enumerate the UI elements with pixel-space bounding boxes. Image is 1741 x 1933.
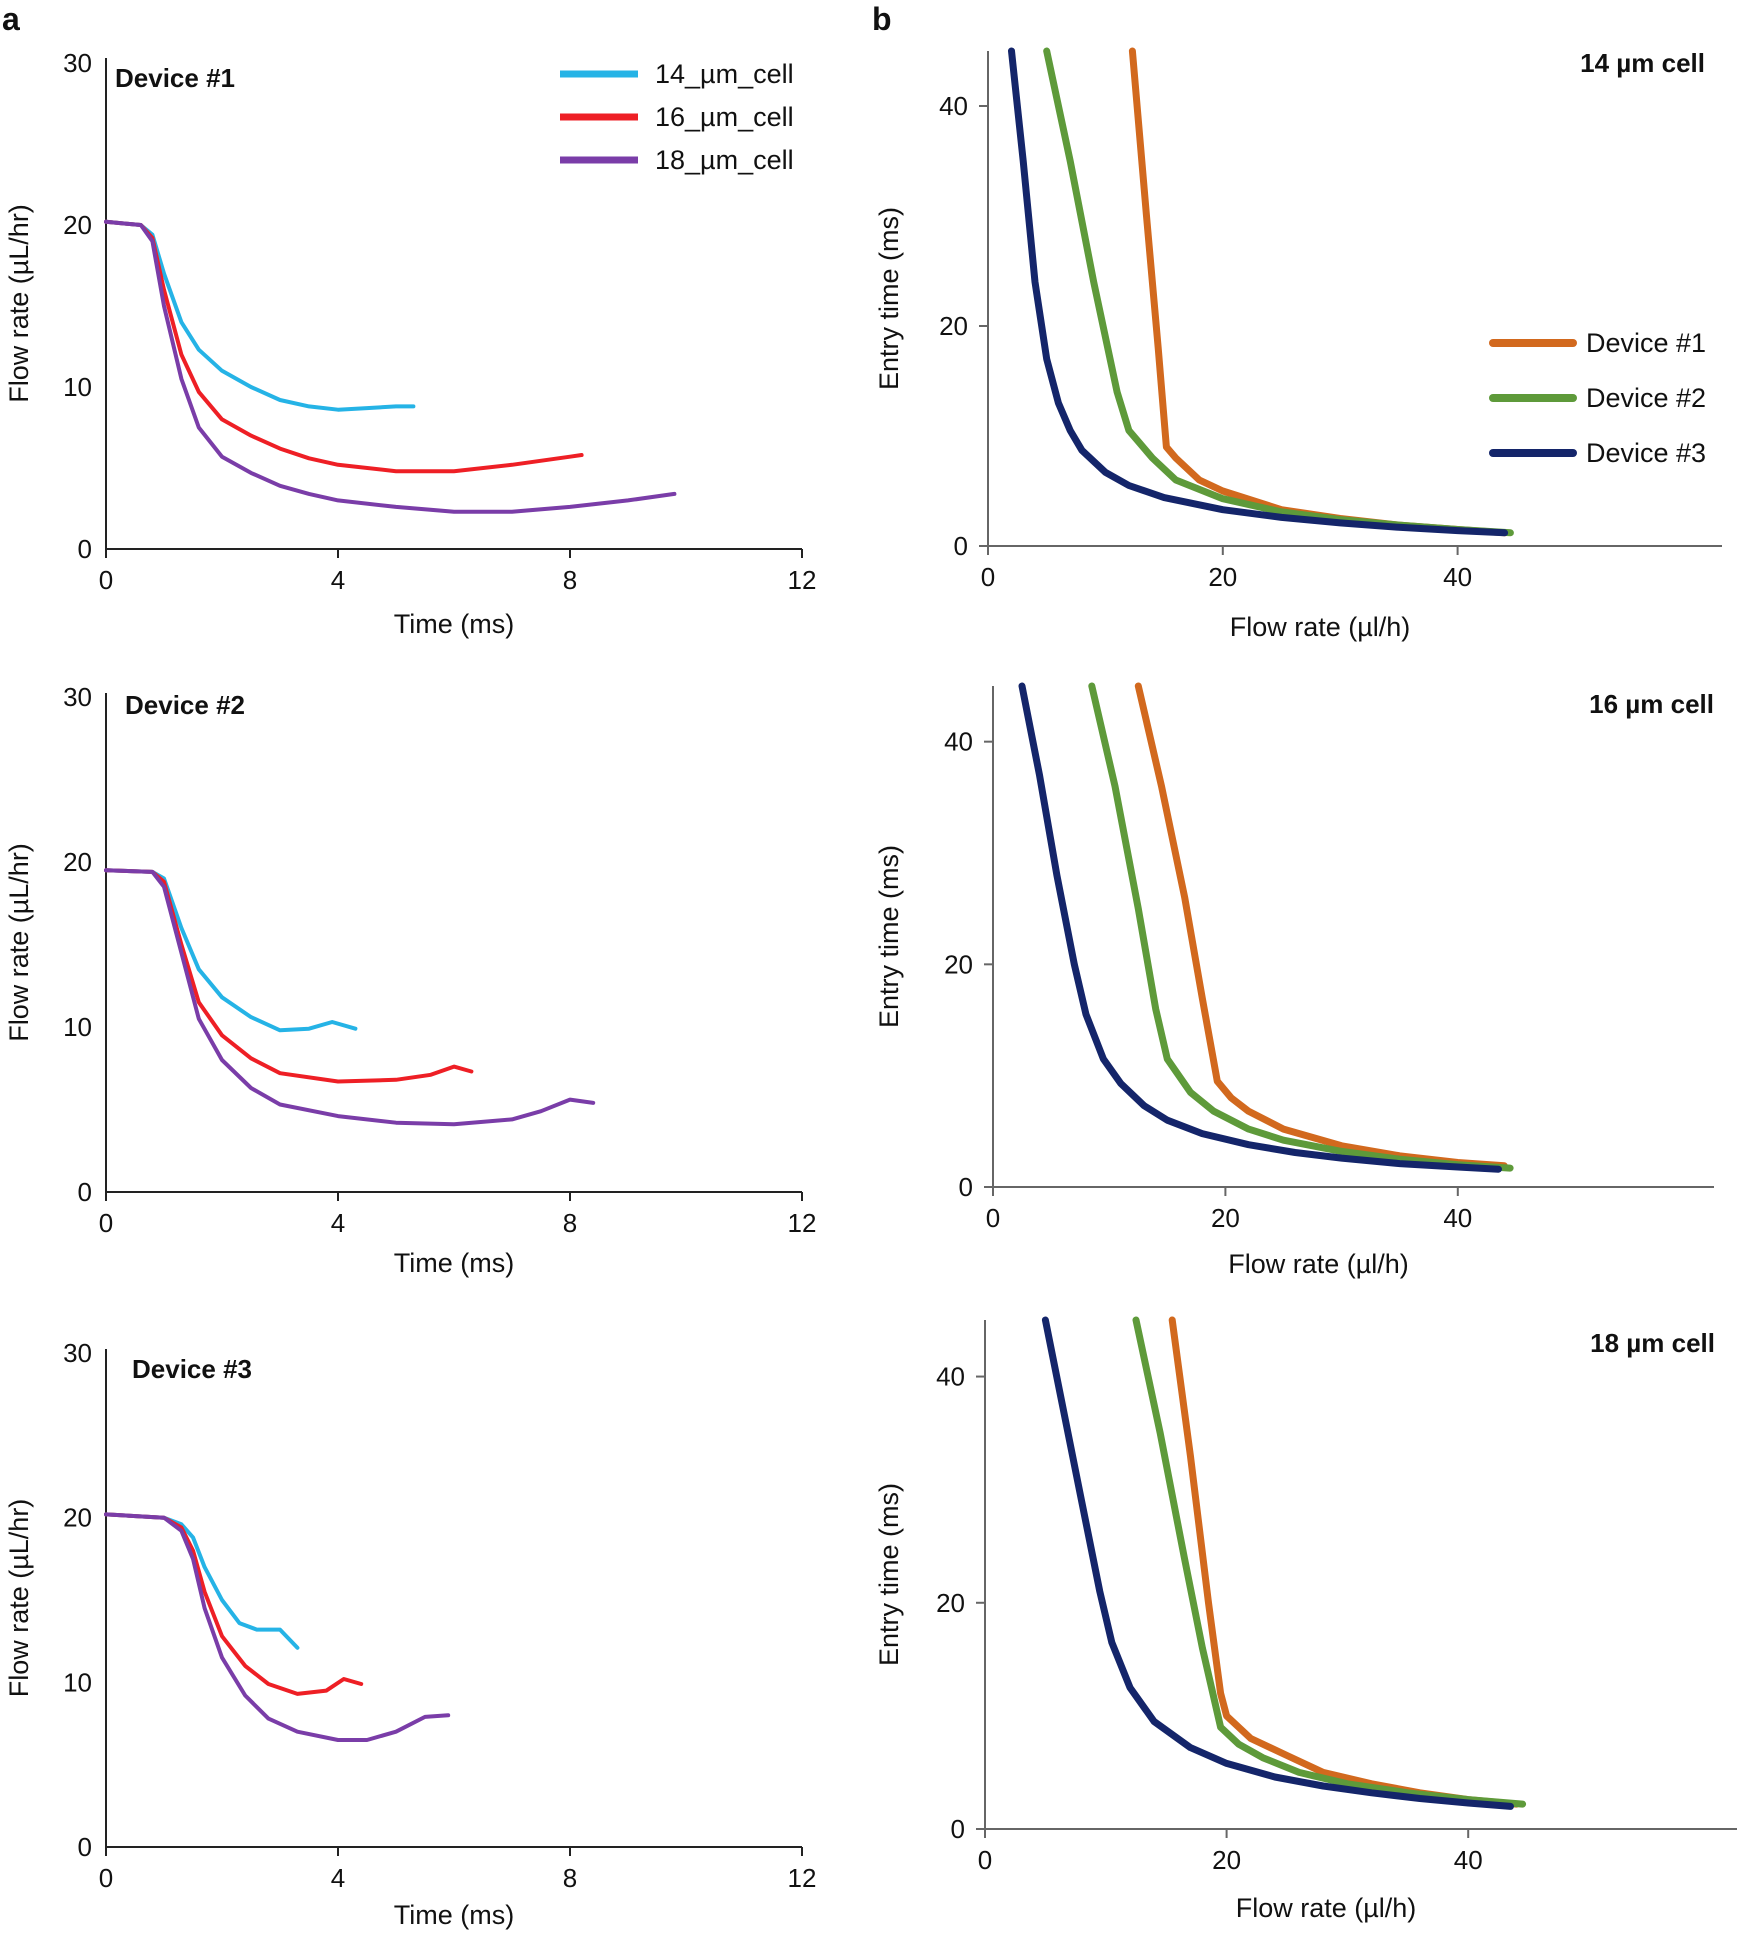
- chart-3-y-tick-label: 20: [63, 1503, 92, 1533]
- chart-4-legend-label: Device #3: [1586, 438, 1706, 468]
- chart-4-x-tick-label: 0: [981, 562, 995, 592]
- chart-4-series-2-line: [1043, 47, 1514, 537]
- chart-2-x-axis-label: Time (ms): [394, 1248, 514, 1278]
- chart-1-legend-label: 18_µm_cell: [655, 145, 794, 175]
- chart-3-y-axis-label: Flow rate (µL/hr): [4, 1499, 34, 1698]
- chart-5-title: 16 µm cell: [1589, 689, 1714, 719]
- chart-4-y-tick-label: 40: [939, 91, 968, 121]
- chart-3-y-tick-label: 0: [78, 1832, 92, 1862]
- chart-6-x-axis-label: Flow rate (µl/h): [1236, 1893, 1417, 1923]
- chart-4-legend-label: Device #1: [1586, 328, 1706, 358]
- chart-2-series-1-line: [104, 868, 358, 1033]
- chart-6-series-3-line: [1041, 1316, 1514, 1810]
- chart-2-series-2-line: [104, 868, 474, 1084]
- chart-4-series-1-line: [1128, 47, 1509, 537]
- chart-3-x-tick-label: 0: [99, 1863, 113, 1893]
- chart-2-y-tick-label: 0: [78, 1177, 92, 1207]
- chart-1-x-tick-label: 4: [331, 565, 345, 595]
- chart-2-series-3-line: [104, 868, 596, 1127]
- chart-5-y-tick-label: 20: [944, 949, 973, 979]
- chart-4-series-3-line: [1008, 47, 1509, 537]
- chart-6-y-axis-label: Entry time (ms): [874, 1483, 904, 1666]
- chart-5-x-tick-label: 20: [1211, 1203, 1240, 1233]
- chart-2-title: Device #2: [125, 690, 245, 720]
- chart-6-series-2-line: [1132, 1316, 1527, 1808]
- chart-3-x-axis-label: Time (ms): [394, 1900, 514, 1930]
- chart-6-x-tick-label: 40: [1454, 1845, 1483, 1875]
- chart-1-legend-label: 14_µm_cell: [655, 59, 794, 89]
- chart-1-y-tick-label: 20: [63, 210, 92, 240]
- chart-2-y-tick-label: 10: [63, 1012, 92, 1042]
- chart-5-x-axis-label: Flow rate (µl/h): [1228, 1249, 1409, 1279]
- chart-2-y-tick-label: 20: [63, 847, 92, 877]
- chart-1-y-axis-label: Flow rate (µL/hr): [4, 204, 34, 403]
- chart-1-series-3-line: [104, 219, 677, 514]
- chart-6-title: 18 µm cell: [1590, 1328, 1715, 1358]
- chart-1-x-tick-label: 0: [99, 565, 113, 595]
- panel-label-b: b: [872, 1, 892, 37]
- chart-1-title: Device #1: [115, 63, 235, 93]
- chart-1-y-tick-label: 0: [78, 534, 92, 564]
- chart-4-y-axis-label: Entry time (ms): [874, 207, 904, 390]
- chart-5-x-tick-label: 0: [986, 1203, 1000, 1233]
- chart-6-y-tick-label: 40: [936, 1362, 965, 1392]
- chart-5-y-axis-label: Entry time (ms): [874, 845, 904, 1028]
- chart-5-x-tick-label: 40: [1443, 1203, 1472, 1233]
- chart-3-y-tick-label: 30: [63, 1338, 92, 1368]
- chart-4-title: 14 µm cell: [1580, 48, 1705, 78]
- chart-1-y-tick-label: 30: [63, 48, 92, 78]
- chart-3-title: Device #3: [132, 1354, 252, 1384]
- chart-6-x-tick-label: 0: [978, 1845, 992, 1875]
- chart-4-x-axis-label: Flow rate (µl/h): [1230, 612, 1411, 642]
- chart-1-x-axis-label: Time (ms): [394, 609, 514, 639]
- chart-3-series-3-line: [104, 1512, 451, 1742]
- chart-3-x-tick-label: 12: [788, 1863, 817, 1893]
- chart-3-x-tick-label: 4: [331, 1863, 345, 1893]
- chart-2-x-tick-label: 0: [99, 1208, 113, 1238]
- chart-4-legend-label: Device #2: [1586, 383, 1706, 413]
- chart-5-series-3-line: [1018, 682, 1502, 1173]
- chart-4-y-tick-label: 20: [939, 311, 968, 341]
- chart-1-legend-label: 16_µm_cell: [655, 102, 794, 132]
- chart-2-x-tick-label: 12: [788, 1208, 817, 1238]
- panel-label-a: a: [2, 1, 20, 37]
- chart-1-x-tick-label: 8: [563, 565, 577, 595]
- chart-2-x-tick-label: 4: [331, 1208, 345, 1238]
- chart-3-series-2-line: [104, 1512, 364, 1696]
- chart-2-y-axis-label: Flow rate (µL/hr): [4, 843, 34, 1042]
- chart-5-y-tick-label: 40: [944, 727, 973, 757]
- chart-4-y-tick-label: 0: [954, 531, 968, 561]
- chart-3-y-tick-label: 10: [63, 1667, 92, 1697]
- chart-4-x-tick-label: 20: [1208, 562, 1237, 592]
- chart-6-x-tick-label: 20: [1212, 1845, 1241, 1875]
- chart-1-y-tick-label: 10: [63, 372, 92, 402]
- chart-6-y-tick-label: 0: [951, 1814, 965, 1844]
- chart-2-x-tick-label: 8: [563, 1208, 577, 1238]
- chart-2-y-tick-label: 30: [63, 682, 92, 712]
- chart-5-series-2-line: [1088, 682, 1514, 1172]
- chart-5-y-tick-label: 0: [959, 1172, 973, 1202]
- chart-6-y-tick-label: 20: [936, 1588, 965, 1618]
- chart-4-x-tick-label: 40: [1443, 562, 1472, 592]
- chart-1-x-tick-label: 12: [788, 565, 817, 595]
- chart-3-x-tick-label: 8: [563, 1863, 577, 1893]
- chart-1-series-2-line: [104, 219, 584, 474]
